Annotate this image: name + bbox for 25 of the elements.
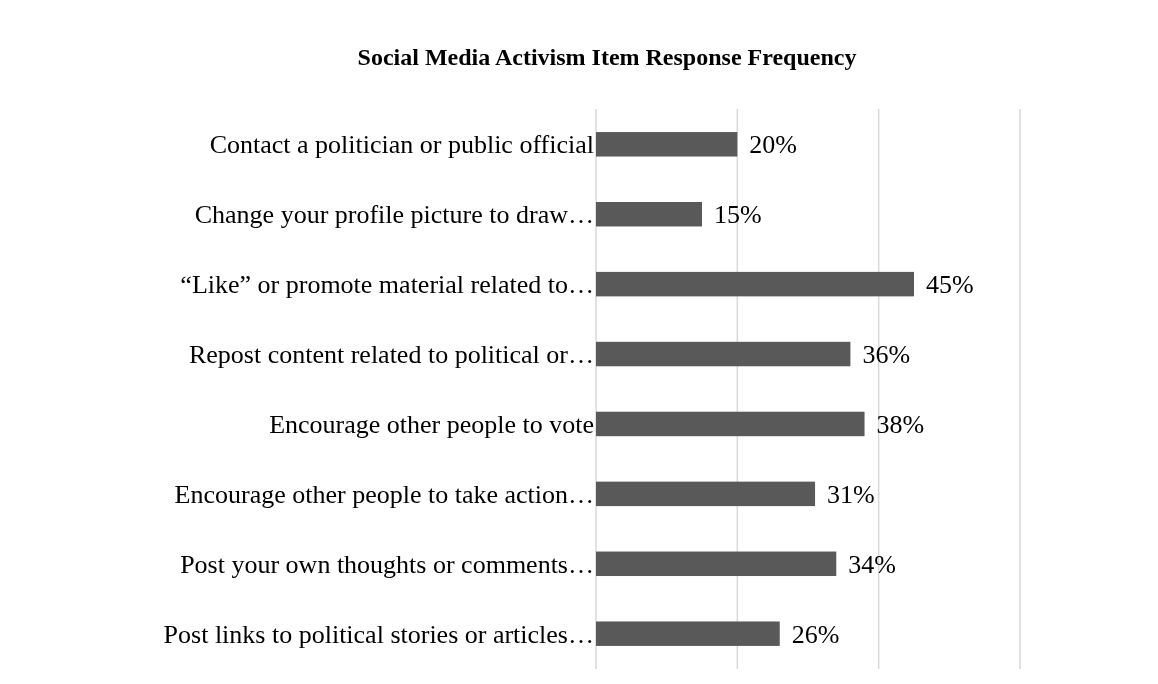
y-tick-label: Encourage other people to vote bbox=[269, 409, 594, 439]
data-label: 36% bbox=[862, 340, 911, 370]
y-tick-label: Repost content related to political or… bbox=[188, 340, 594, 370]
y-tick-label: Contact a politician or public official bbox=[209, 130, 594, 160]
chart-title: Social Media Activism Item Response Frequency bbox=[357, 44, 857, 70]
bar bbox=[596, 481, 816, 507]
bar bbox=[596, 551, 837, 577]
bar bbox=[596, 132, 738, 157]
bar bbox=[596, 621, 780, 646]
data-label: 34% bbox=[848, 549, 896, 579]
bar bbox=[596, 271, 914, 297]
y-tick-label: “Like” or promote material related to… bbox=[180, 270, 594, 300]
y-tick-label: Post your own thoughts or comments… bbox=[180, 549, 594, 579]
bar bbox=[596, 201, 702, 227]
bar bbox=[596, 341, 851, 367]
y-tick-label: Encourage other people to take action… bbox=[174, 479, 594, 509]
data-label: 38% bbox=[876, 409, 925, 439]
y-tick-label: Post links to political stories or articles… bbox=[163, 619, 594, 649]
bar bbox=[596, 411, 865, 437]
y-tick-label: Change your profile picture to draw… bbox=[194, 200, 594, 230]
data-label: 26% bbox=[791, 619, 840, 649]
data-label: 20% bbox=[749, 130, 798, 160]
data-label: 45% bbox=[926, 270, 974, 300]
data-label: 31% bbox=[827, 479, 875, 509]
data-label: 15% bbox=[714, 200, 762, 230]
